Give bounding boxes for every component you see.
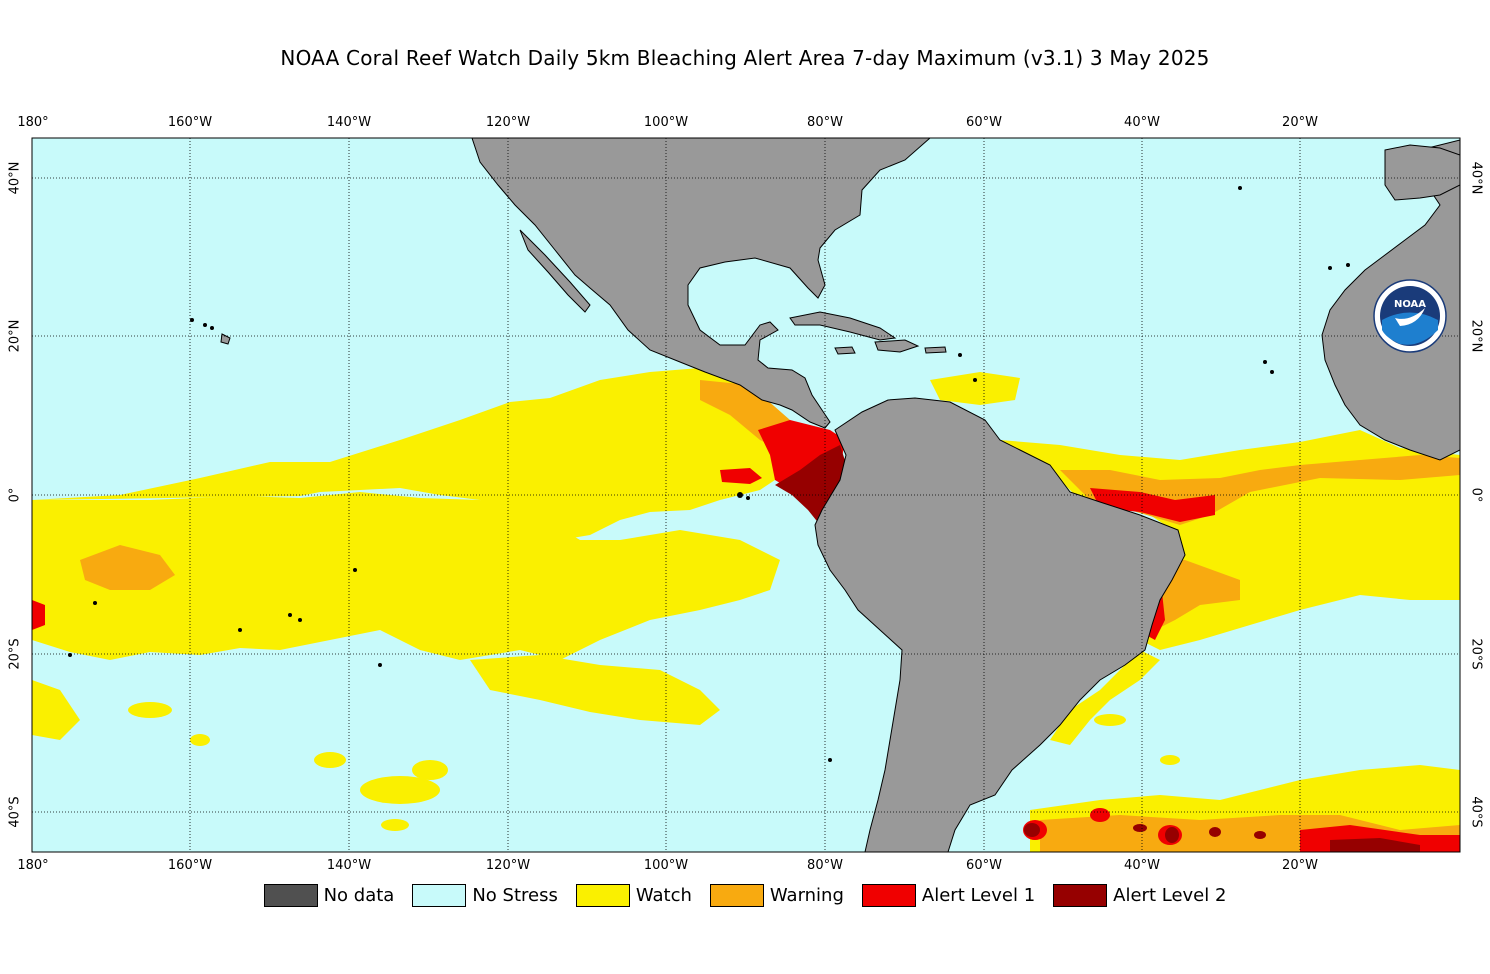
legend-swatch (412, 884, 467, 907)
island-dot (353, 568, 357, 572)
lon-tick-bottom: 100°W (643, 858, 689, 873)
legend-swatch (1053, 884, 1108, 907)
island-dot (973, 378, 977, 382)
alert-level-2-areas (775, 445, 1420, 852)
cuba (789, 311, 897, 341)
island-dot (828, 758, 832, 762)
hawaii (220, 333, 231, 345)
alert1-area-atlantic-equator (1090, 488, 1215, 522)
warning-area-south-pacific (80, 545, 175, 590)
legend-label: No data (323, 885, 395, 906)
watch-patch (360, 776, 440, 804)
watch-area-west-edge (32, 680, 80, 740)
lon-tick-bottom: 60°W (966, 858, 1002, 873)
lon-tick-bottom: 120°W (485, 858, 531, 873)
legend-item-alert-level-1: Alert Level 1 (861, 884, 1036, 907)
island-dot (298, 618, 302, 622)
south-america (814, 397, 1186, 852)
legend-label: Alert Level 1 (921, 885, 1036, 906)
island-dot (1270, 370, 1274, 374)
lon-tick-top: 160°W (167, 115, 213, 130)
legend-item-warning: Warning (709, 884, 844, 907)
map-title: NOAA Coral Reef Watch Daily 5km Bleachin… (280, 46, 1210, 70)
legend: No data No Stress Watch Warning Alert Le… (0, 884, 1490, 907)
legend-swatch (861, 884, 916, 907)
legend-swatch (263, 884, 318, 907)
watch-patch (1094, 714, 1126, 726)
island-dot (1238, 186, 1242, 190)
alert2-area-ecuador-colombia (775, 445, 848, 525)
lon-tick-bottom: 40°W (1124, 858, 1160, 873)
island-dot (210, 326, 214, 330)
alert2-patch (1165, 827, 1179, 843)
legend-label: Warning (769, 885, 844, 906)
alert2-patch (1024, 823, 1040, 837)
island-dot (746, 496, 750, 500)
island-dot (238, 628, 242, 632)
legend-label: Alert Level 2 (1113, 885, 1227, 906)
noaa-logo-text: NOAA (1394, 299, 1426, 310)
europe (1384, 144, 1460, 201)
lon-tick-top: 100°W (643, 115, 689, 130)
legend-item-watch: Watch (575, 884, 692, 907)
alert2-area-south-atlantic (1330, 838, 1420, 852)
legend-label: Watch (635, 885, 692, 906)
alert2-patch (1254, 831, 1266, 839)
alert1-patch (1090, 808, 1110, 822)
legend-item-no-stress: No Stress (412, 884, 558, 907)
island-dot (93, 601, 97, 605)
alert2-patch (1209, 827, 1221, 837)
island-dot (378, 663, 382, 667)
alert1-area-galapagos (720, 468, 762, 484)
watch-area-south-pacific (32, 492, 780, 660)
alert1-area-west-edge (32, 600, 45, 630)
island-dot (203, 323, 207, 327)
lon-tick-top: 20°W (1282, 115, 1318, 130)
warning-area-brazil-coast (1155, 560, 1240, 630)
lon-tick-top: 40°W (1124, 115, 1160, 130)
puerto-rico (924, 346, 947, 354)
lon-tick-top: 180° (17, 115, 49, 130)
lon-tick-bottom: 160°W (167, 858, 213, 873)
lon-tick-bottom: 20°W (1282, 858, 1318, 873)
map-frame (31, 137, 1461, 853)
watch-area-south-pacific-lower (470, 655, 720, 725)
lon-tick-bottom: 140°W (326, 858, 372, 873)
watch-patch (381, 819, 409, 831)
island-dot (1328, 266, 1332, 270)
island-dot (190, 318, 194, 322)
watch-patch (1160, 755, 1180, 765)
lon-tick-top: 140°W (326, 115, 372, 130)
island-dot (1263, 360, 1267, 364)
watch-patch (190, 734, 210, 746)
legend-item-no-data: No data (263, 884, 395, 907)
watch-area-south-atlantic-coast (1050, 650, 1160, 745)
lon-tick-bottom: 80°W (807, 858, 843, 873)
island-dot (1346, 263, 1350, 267)
jamaica (834, 346, 856, 355)
watch-area-caribbean (930, 372, 1020, 405)
legend-item-alert-level-2: Alert Level 2 (1053, 884, 1226, 907)
lon-tick-bottom: 180° (17, 858, 49, 873)
noaa-logo: NOAA (1373, 279, 1447, 353)
lon-tick-top: 60°W (966, 115, 1002, 130)
island-dot (288, 613, 292, 617)
legend-swatch (709, 884, 764, 907)
lon-tick-top: 80°W (807, 115, 843, 130)
graticule (32, 138, 1460, 852)
watch-patch (412, 760, 448, 780)
watch-patch (128, 702, 172, 718)
lon-tick-top: 120°W (485, 115, 531, 130)
legend-label: No Stress (472, 885, 558, 906)
baja-california (519, 229, 591, 313)
watch-patch (314, 752, 346, 768)
legend-swatch (575, 884, 630, 907)
hispaniola (874, 339, 920, 353)
alert2-patch (1133, 824, 1147, 832)
island-dot (958, 353, 962, 357)
north-america (471, 138, 931, 429)
